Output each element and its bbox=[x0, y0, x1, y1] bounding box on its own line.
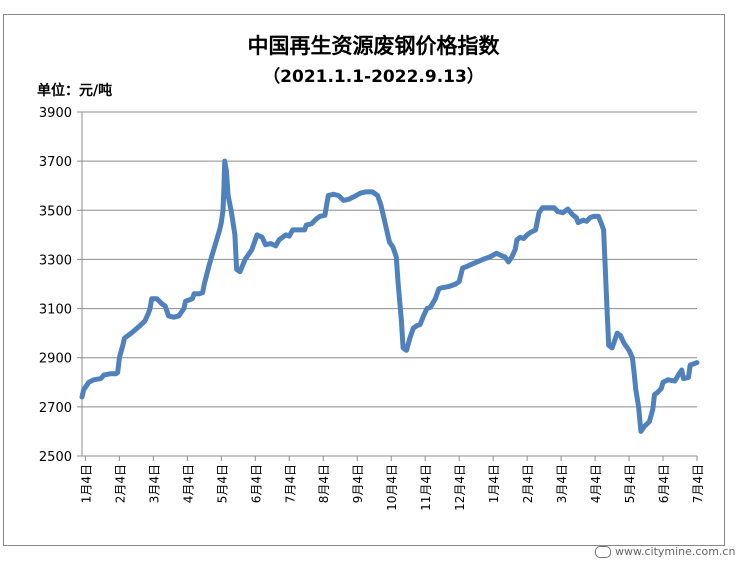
watermark-url: www.citymine.com.cn bbox=[615, 545, 736, 558]
x-tick-label: 7月4日 bbox=[283, 464, 297, 503]
x-tick-label: 4月4日 bbox=[589, 464, 603, 503]
y-tick-label: 3900 bbox=[39, 106, 72, 121]
y-axis: 2500 2700 2900 3100 3300 3500 3700 3900 bbox=[39, 106, 83, 465]
y-tick-label: 3300 bbox=[39, 253, 72, 268]
y-tick-label: 3700 bbox=[39, 155, 72, 170]
x-tick-label: 5月4日 bbox=[623, 464, 637, 503]
x-tick-label: 6月4日 bbox=[249, 464, 263, 503]
y-tick-label: 2500 bbox=[39, 450, 72, 465]
x-tick-label: 12月4日 bbox=[453, 464, 467, 511]
x-tick-label: 2月4日 bbox=[113, 464, 127, 503]
x-tick-label: 3月4日 bbox=[555, 464, 569, 503]
series-group bbox=[79, 158, 700, 434]
x-tick-label: 6月4日 bbox=[657, 464, 671, 503]
y-tick-label: 2900 bbox=[39, 352, 72, 367]
x-tick-label: 5月4日 bbox=[215, 464, 229, 503]
y-tick-label: 3500 bbox=[39, 204, 72, 219]
x-tick-label: 4月4日 bbox=[181, 464, 195, 503]
x-tick-label: 7月4日 bbox=[691, 464, 705, 503]
x-tick-label: 11月4日 bbox=[419, 464, 433, 511]
chart-subtitle: （2021.1.1-2022.9.13） bbox=[263, 67, 484, 87]
x-tick-label: 1月4日 bbox=[79, 464, 93, 503]
x-tick-label: 2月4日 bbox=[521, 464, 535, 503]
x-tick-label: 9月4日 bbox=[351, 464, 365, 503]
x-tick-label: 10月4日 bbox=[385, 464, 399, 511]
citymine-logo-icon bbox=[595, 545, 611, 558]
watermark: www.citymine.com.cn bbox=[595, 545, 735, 558]
chart-title: 中国再生资源废钢价格指数 bbox=[247, 34, 500, 58]
y-tick-label: 3100 bbox=[39, 303, 72, 318]
x-tick-label: 8月4日 bbox=[317, 464, 331, 503]
y-tick-label: 2700 bbox=[39, 401, 72, 416]
x-tick-label: 1月4日 bbox=[487, 464, 501, 503]
x-tick-label: 3月4日 bbox=[147, 464, 161, 503]
series-line bbox=[79, 158, 700, 434]
x-axis: 1月4日 2月4日 3月4日 4月4日 5月4日 6月4日 7月4日 8月4日 9月4日 10月4… bbox=[79, 455, 705, 511]
y-axis-unit-label: 单位：元/吨 bbox=[37, 83, 113, 99]
